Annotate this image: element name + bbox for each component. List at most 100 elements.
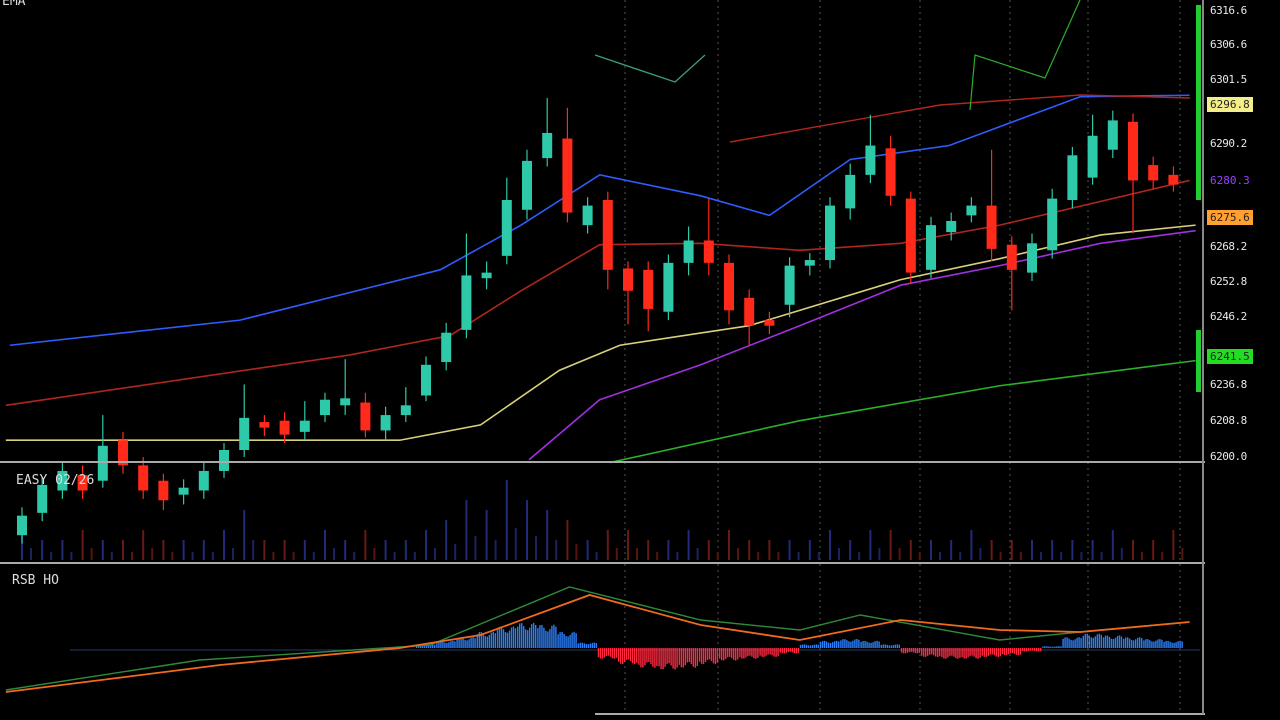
macd-histogram-bar	[751, 648, 753, 657]
macd-histogram-bar	[1125, 637, 1127, 648]
volume-bar	[404, 540, 407, 560]
macd-histogram-bar	[906, 648, 909, 653]
macd-histogram-bar	[462, 638, 464, 648]
macd-histogram-bar	[945, 648, 947, 659]
macd-histogram-bar	[595, 643, 597, 648]
volume-bar	[950, 540, 953, 560]
macd-histogram-bar	[807, 645, 810, 648]
macd-histogram-bar	[430, 644, 432, 648]
macd-histogram-bar	[1064, 637, 1066, 648]
macd-histogram-bar	[1161, 639, 1163, 648]
macd-histogram-bar	[941, 648, 943, 658]
macd-histogram-bar	[1112, 639, 1115, 648]
macd-histogram-bar	[971, 648, 973, 656]
candle-body	[158, 480, 169, 501]
macd-histogram-bar	[757, 648, 759, 658]
macd-histogram-bar	[591, 642, 593, 648]
volume-bar	[546, 510, 549, 560]
volume-bar	[191, 552, 194, 560]
macd-histogram-bar	[484, 636, 486, 648]
macd-histogram-bar	[1001, 648, 1004, 655]
macd-histogram-bar	[575, 633, 577, 648]
macd-histogram-bar	[1058, 646, 1060, 648]
macd-histogram-bar	[882, 644, 884, 648]
macd-histogram-bar	[828, 642, 830, 648]
macd-histogram-bar	[694, 648, 696, 668]
macd-histogram-bar	[927, 648, 929, 656]
macd-histogram-bar	[466, 640, 468, 648]
macd-histogram-bar	[1129, 638, 1131, 648]
macd-histogram-bar	[654, 648, 656, 668]
macd-histogram-bar	[452, 640, 454, 648]
macd-histogram-bar	[1052, 646, 1054, 648]
macd-histogram-bar	[438, 640, 440, 648]
macd-histogram-bar	[559, 632, 561, 648]
volume-bar	[1141, 552, 1143, 560]
macd-histogram-bar	[676, 648, 678, 668]
macd-histogram-bar	[1009, 648, 1012, 654]
macd-histogram-bar	[506, 632, 509, 648]
volume-bar	[223, 530, 225, 560]
macd-histogram-bar	[862, 640, 864, 648]
macd-histogram-bar	[1123, 638, 1125, 648]
candle-body	[1168, 174, 1179, 185]
candle-body	[865, 145, 876, 175]
macd-histogram-bar	[1114, 637, 1117, 648]
macd-histogram-bar	[987, 648, 989, 656]
macd-histogram-bar	[656, 648, 658, 667]
macd-histogram-bar	[622, 648, 624, 664]
macd-histogram-bar	[1068, 638, 1070, 648]
macd-histogram-bar	[571, 632, 573, 648]
macd-histogram-bar	[638, 648, 640, 665]
volume-bar	[575, 544, 578, 560]
volume-bar	[595, 552, 598, 560]
macd-histogram-bar	[543, 627, 545, 648]
price-tick: 6306.6	[1210, 38, 1247, 51]
candle-body	[1107, 120, 1118, 150]
macd-histogram-bar	[973, 648, 975, 657]
volume-bar	[930, 540, 932, 560]
macd-histogram-bar	[1072, 640, 1074, 648]
macd-histogram-bar	[850, 641, 852, 648]
volume-bar	[454, 544, 457, 560]
volume-bar	[344, 540, 347, 560]
macd-histogram-bar	[1104, 635, 1107, 648]
macd-histogram-bar	[1022, 648, 1024, 652]
macd-histogram-bar	[870, 642, 872, 648]
macd-histogram-bar	[771, 648, 773, 656]
macd-histogram-bar	[563, 633, 565, 648]
macd-histogram-bar	[753, 648, 755, 659]
macd-histogram-bar	[428, 645, 430, 648]
volume-bar	[465, 500, 468, 560]
macd-line	[5, 594, 1190, 693]
volume-bar	[656, 552, 659, 560]
macd-histogram-bar	[424, 645, 426, 648]
macd-histogram-bar	[1110, 638, 1113, 648]
volume-bar	[636, 548, 638, 560]
volume-bar	[162, 540, 165, 560]
macd-histogram-bar	[512, 626, 515, 648]
volume-bar	[514, 528, 517, 560]
macd-histogram-bar	[557, 634, 559, 648]
macd-histogram-bar	[1177, 641, 1179, 648]
macd-histogram-bar	[1165, 640, 1167, 648]
volume-bar	[526, 500, 528, 560]
macd-histogram-bar	[733, 648, 735, 660]
macd-histogram-bar	[1038, 648, 1040, 652]
volume-bar	[878, 548, 881, 560]
macd-histogram-bar	[759, 648, 761, 656]
volume-bar	[535, 536, 537, 560]
macd-histogram-bar	[555, 626, 557, 648]
macd-histogram-bar	[1147, 639, 1149, 648]
macd-histogram-bar	[779, 648, 781, 653]
macd-histogram-bar	[951, 648, 953, 656]
volume-bar	[202, 540, 205, 560]
macd-histogram-bar	[492, 631, 494, 648]
volume-bar	[90, 548, 93, 560]
macd-histogram-bar	[747, 648, 749, 656]
volume-bar	[70, 552, 73, 560]
volume-bar	[151, 548, 154, 560]
macd-histogram-bar	[745, 648, 747, 658]
candle-body	[17, 515, 27, 536]
